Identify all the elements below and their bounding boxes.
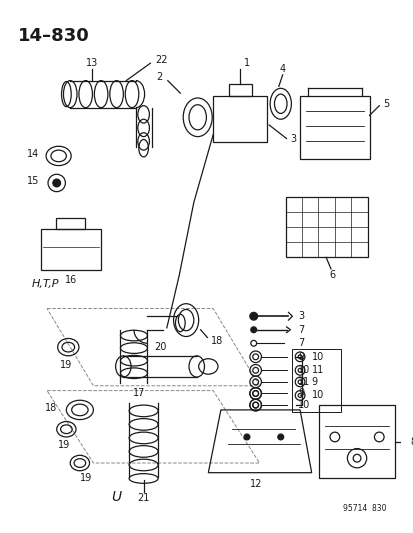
Text: 4: 4 <box>279 64 285 74</box>
Text: 7: 7 <box>297 325 304 335</box>
Circle shape <box>244 434 249 440</box>
Bar <box>213 96 267 142</box>
Text: 12: 12 <box>250 479 262 489</box>
Bar <box>318 405 394 478</box>
Text: 10: 10 <box>297 365 310 375</box>
Text: 95714  830: 95714 830 <box>343 504 386 513</box>
Text: 15: 15 <box>27 176 39 186</box>
Circle shape <box>249 312 257 320</box>
Bar <box>292 349 340 412</box>
Circle shape <box>53 179 60 187</box>
Text: 19: 19 <box>58 440 70 450</box>
Text: 14: 14 <box>27 149 39 159</box>
Text: U: U <box>111 490 121 504</box>
Text: 19: 19 <box>60 360 72 369</box>
Text: 6: 6 <box>328 270 334 280</box>
Text: 10: 10 <box>311 391 323 400</box>
Text: 13: 13 <box>86 58 98 68</box>
Text: 10: 10 <box>311 352 323 362</box>
Text: 2: 2 <box>156 72 163 82</box>
Bar <box>285 197 367 257</box>
Text: 3: 3 <box>297 311 304 321</box>
Text: 20: 20 <box>154 342 166 352</box>
Text: 18: 18 <box>211 336 223 346</box>
Bar <box>299 96 369 159</box>
Bar <box>228 84 251 96</box>
Text: 14–830: 14–830 <box>18 27 90 45</box>
Text: H,T,P: H,T,P <box>31 279 59 289</box>
Text: 19: 19 <box>79 473 92 483</box>
Bar <box>56 217 85 229</box>
Text: 11: 11 <box>311 365 323 375</box>
Text: 22: 22 <box>155 55 167 66</box>
Text: 16: 16 <box>65 274 77 285</box>
Text: 11: 11 <box>297 377 310 387</box>
Text: 17: 17 <box>132 387 145 398</box>
Text: 9: 9 <box>297 352 304 362</box>
Circle shape <box>250 327 256 333</box>
Text: 10: 10 <box>297 400 310 410</box>
Circle shape <box>277 434 283 440</box>
Text: 9: 9 <box>311 377 317 387</box>
Text: 7: 7 <box>297 338 304 348</box>
Text: 21: 21 <box>137 493 150 503</box>
Text: 3: 3 <box>290 134 296 143</box>
Text: 1: 1 <box>244 58 249 68</box>
Text: 8: 8 <box>409 437 413 447</box>
Text: 18: 18 <box>44 403 57 413</box>
Text: 9: 9 <box>297 389 304 399</box>
Bar <box>41 229 101 270</box>
Text: 5: 5 <box>382 99 389 109</box>
